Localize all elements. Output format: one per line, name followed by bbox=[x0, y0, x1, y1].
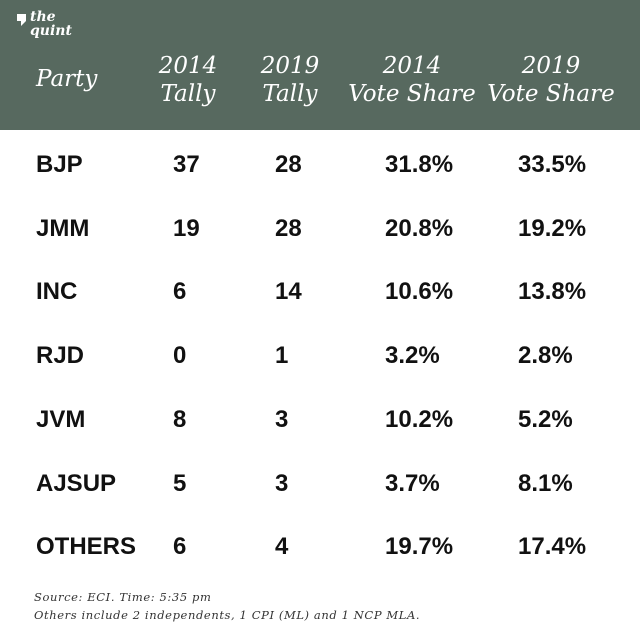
table-cell: 5 bbox=[173, 469, 187, 497]
party-name: JVM bbox=[36, 405, 86, 433]
table-cell: 14 bbox=[275, 278, 302, 306]
column-header-1: 2014 Tally bbox=[98, 52, 278, 108]
table-cell: 4 bbox=[275, 533, 289, 561]
table-cell: 8.1% bbox=[518, 469, 573, 497]
party-name: INC bbox=[36, 278, 78, 306]
logo-line-2: quint bbox=[30, 23, 72, 39]
column-header-line-2: Vote Share bbox=[348, 81, 476, 107]
footnote-source: Source: ECI. Time: 5:35 pm bbox=[34, 590, 212, 604]
table-cell: 19 bbox=[173, 214, 200, 242]
quote-icon bbox=[17, 14, 26, 26]
column-header-4: 2019 Vote Share bbox=[461, 52, 640, 108]
party-name: RJD bbox=[36, 342, 85, 370]
table-cell: 19.2% bbox=[518, 214, 587, 242]
column-header-line-2: Tally bbox=[262, 81, 318, 107]
column-header-line-1: 2019 bbox=[521, 53, 581, 79]
table-cell: 5.2% bbox=[518, 405, 573, 433]
table-cell: 10.2% bbox=[385, 405, 454, 433]
table-cell: 3.7% bbox=[385, 469, 440, 497]
party-name: BJP bbox=[36, 151, 83, 178]
table-cell: 6 bbox=[173, 533, 187, 561]
column-header-line-1: 2014 bbox=[158, 53, 218, 79]
table-header: the quint Party 2014 Tally 2019 Tally 2014 Vot… bbox=[0, 0, 640, 130]
table-cell: 20.8% bbox=[385, 214, 454, 242]
table-cell: 0 bbox=[173, 342, 187, 370]
column-header-line-2: Tally bbox=[160, 81, 216, 107]
table-cell: 28 bbox=[275, 214, 302, 242]
table-cell: 3 bbox=[275, 469, 289, 497]
table-cell: 19.7% bbox=[385, 533, 454, 561]
table-cell: 17.4% bbox=[518, 533, 587, 561]
table-cell: 37 bbox=[173, 151, 200, 178]
table-cell: 31.8% bbox=[385, 151, 454, 178]
column-header-line-1: 2019 bbox=[260, 53, 320, 79]
table-cell: 3.2% bbox=[385, 342, 440, 370]
party-name: OTHERS bbox=[36, 533, 137, 561]
table-cell: 10.6% bbox=[385, 278, 454, 306]
table-cell: 28 bbox=[275, 151, 302, 178]
party-name: AJSUP bbox=[36, 469, 117, 497]
column-header-0: Party bbox=[36, 65, 97, 93]
table-cell: 2.8% bbox=[518, 342, 573, 370]
party-name: JMM bbox=[36, 214, 90, 242]
table-cell: 3 bbox=[275, 405, 289, 433]
table-cell: 6 bbox=[173, 278, 187, 306]
quint-logo: the quint bbox=[16, 10, 76, 42]
column-header-3: 2014 Vote Share bbox=[322, 52, 502, 108]
table-cell: 33.5% bbox=[518, 151, 587, 178]
table-cell: 13.8% bbox=[518, 278, 587, 306]
logo-line-1: the bbox=[30, 9, 56, 25]
column-header-line-1: 2014 bbox=[382, 53, 442, 79]
column-header-line-2: Vote Share bbox=[487, 81, 615, 107]
column-header-line-1: Party bbox=[36, 66, 98, 92]
table-cell: 1 bbox=[275, 342, 289, 370]
footnote-others: Others include 2 independents, 1 CPI (ML… bbox=[34, 608, 421, 622]
table-cell: 8 bbox=[173, 405, 187, 433]
column-header-2: 2019 Tally bbox=[200, 52, 380, 108]
